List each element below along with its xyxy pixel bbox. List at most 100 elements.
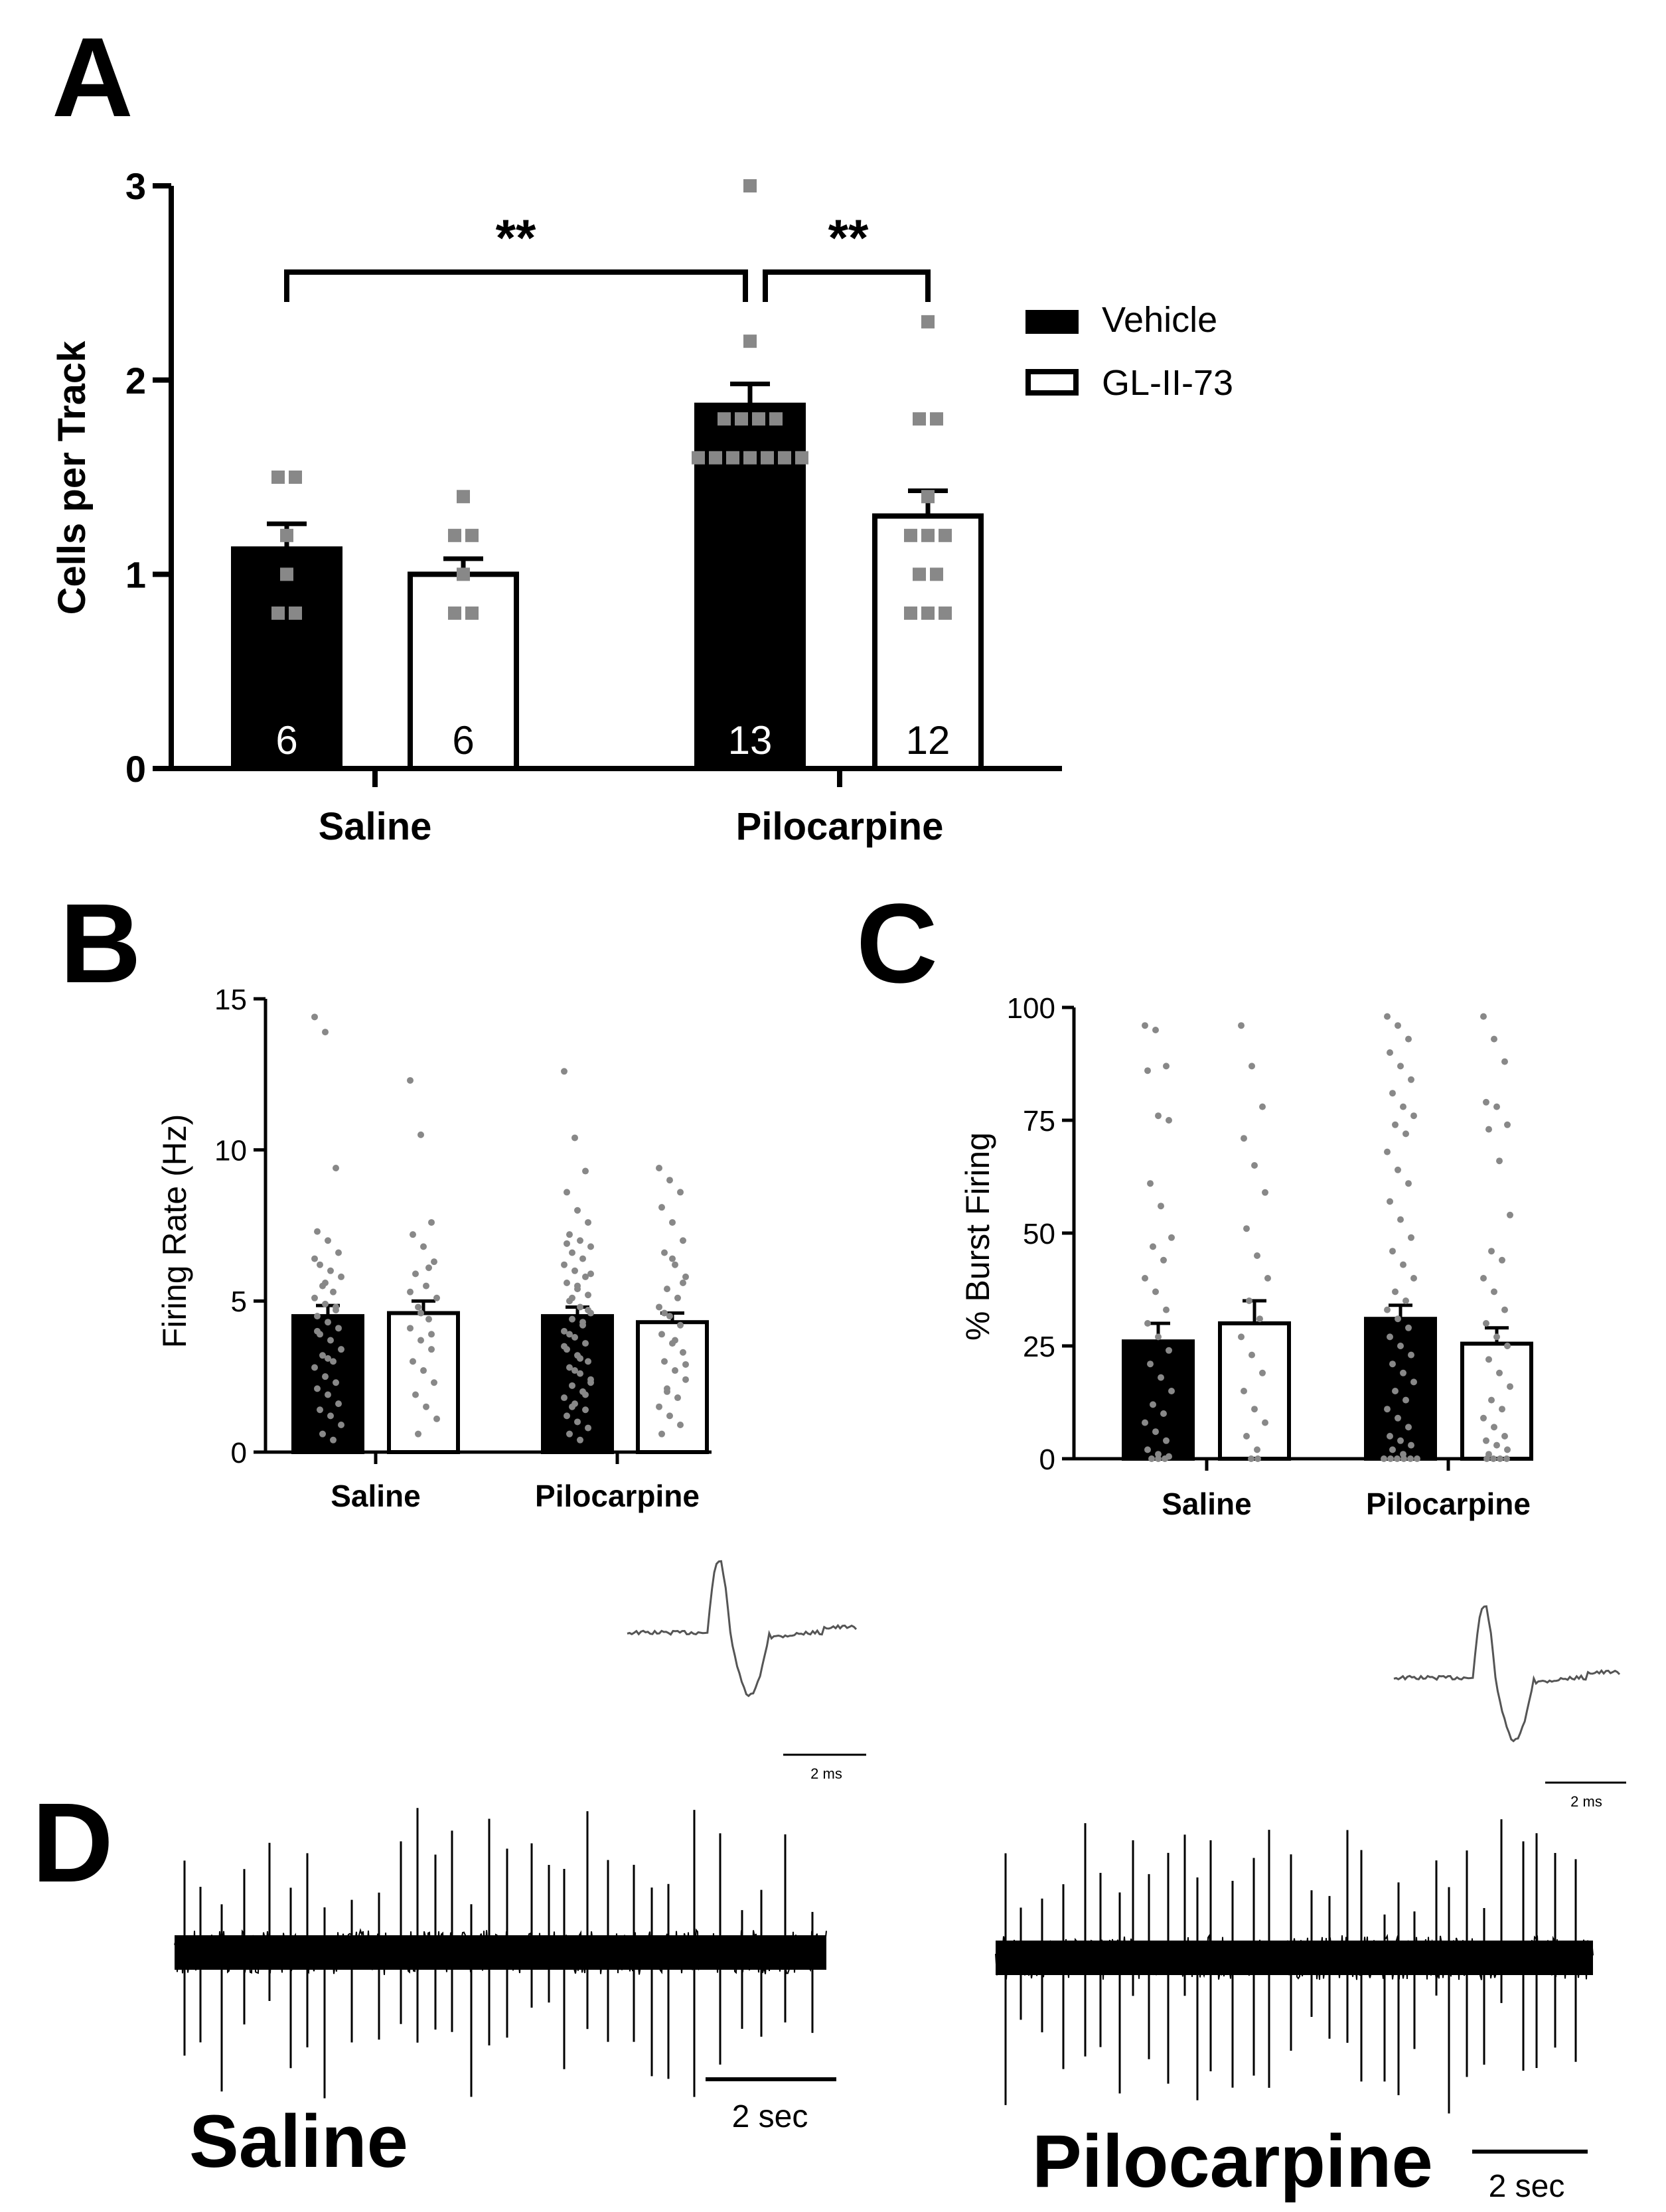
data-point — [585, 1291, 591, 1299]
data-point — [1264, 1275, 1271, 1282]
data-point — [1395, 1315, 1401, 1323]
data-point — [1397, 1437, 1404, 1444]
data-point — [574, 1418, 581, 1426]
data-point — [735, 412, 748, 426]
data-point — [327, 1267, 334, 1274]
data-point — [585, 1306, 591, 1313]
panel-b-chart: Firing Rate (Hz) 0 5 10 15 Saline Pilocarpi… — [156, 984, 712, 1513]
data-point — [407, 1325, 414, 1332]
data-point — [1410, 1112, 1417, 1120]
significance-stars-1: ** — [496, 208, 536, 267]
data-point — [1408, 1441, 1414, 1449]
data-point — [569, 1249, 575, 1256]
data-point — [1410, 1378, 1417, 1386]
data-point — [569, 1403, 575, 1410]
data-point — [412, 1270, 419, 1278]
data-point — [680, 1237, 686, 1244]
data-point — [1405, 1424, 1412, 1431]
y-tick-label: 100 — [1007, 992, 1055, 1025]
data-point — [1483, 1455, 1490, 1462]
data-point — [571, 1134, 578, 1142]
pilocarpine-time-scalebar-label: 2 sec — [1489, 2169, 1565, 2204]
data-point — [1142, 1022, 1148, 1029]
data-point — [271, 606, 285, 620]
data-point — [280, 528, 293, 542]
data-point — [327, 1412, 334, 1420]
data-point — [1501, 1306, 1508, 1313]
data-point — [674, 1294, 681, 1301]
data-point — [330, 1436, 337, 1443]
data-point — [564, 1280, 570, 1287]
legend-vehicle-label: Vehicle — [1102, 300, 1217, 340]
data-point — [417, 1309, 424, 1317]
y-tick-label: 5 — [231, 1286, 247, 1318]
data-point — [672, 1337, 678, 1344]
panel-b-y-axis-label: Firing Rate (Hz) — [156, 1114, 193, 1349]
data-point — [1155, 1333, 1162, 1341]
data-point — [1144, 1446, 1151, 1453]
data-point — [1488, 1248, 1495, 1255]
data-point — [778, 451, 791, 465]
data-point — [1408, 1351, 1414, 1359]
bar-saline-gl-ii-73 — [1218, 1321, 1291, 1461]
data-point — [1387, 1198, 1393, 1205]
data-point — [1389, 1446, 1396, 1453]
y-tick-label: 15 — [214, 984, 247, 1016]
data-point — [692, 451, 705, 465]
data-point — [322, 1300, 329, 1307]
data-point — [666, 1313, 673, 1320]
data-point — [1497, 1455, 1503, 1462]
data-point — [335, 1325, 342, 1332]
data-point — [1259, 1103, 1266, 1110]
data-point — [1408, 1234, 1414, 1241]
data-point — [904, 606, 917, 620]
pilocarpine-trace-label: Pilocarpine — [1032, 2120, 1433, 2203]
y-tick-label: 75 — [1023, 1105, 1055, 1138]
data-point — [939, 606, 952, 620]
data-point — [656, 1303, 662, 1311]
data-point — [1410, 1275, 1417, 1282]
data-point — [577, 1237, 583, 1244]
data-point — [1168, 1388, 1175, 1394]
data-point — [677, 1189, 684, 1196]
pilocarpine-spike-waveform-inset — [1393, 1605, 1621, 1743]
data-point — [1163, 1306, 1170, 1313]
data-point — [1414, 1455, 1420, 1462]
data-point — [1402, 1297, 1409, 1304]
data-point — [338, 1422, 344, 1429]
data-point — [465, 606, 479, 620]
panel-b-category-saline: Saline — [331, 1479, 421, 1513]
data-point — [1400, 1261, 1406, 1268]
data-point — [1168, 1234, 1175, 1241]
data-point — [577, 1436, 583, 1443]
data-point — [1480, 1275, 1487, 1282]
bar-pilocarpine-gl-ii-73 — [1460, 1341, 1533, 1461]
data-point — [680, 1349, 686, 1356]
data-point — [1241, 1135, 1247, 1142]
saline-trace-label: Saline — [189, 2100, 408, 2183]
data-point — [1384, 1406, 1391, 1413]
y-tick-label: 2 — [125, 360, 146, 402]
data-point — [1384, 1013, 1391, 1020]
data-point — [1499, 1406, 1505, 1413]
data-point — [271, 471, 285, 484]
data-point — [1493, 1333, 1500, 1341]
data-point — [1254, 1455, 1261, 1462]
data-point — [761, 451, 774, 465]
data-point — [743, 334, 757, 348]
data-point — [1405, 1180, 1412, 1187]
data-point — [1392, 1388, 1399, 1394]
y-tick-label: 50 — [1023, 1218, 1055, 1250]
data-point — [311, 1294, 318, 1301]
bar-pilocarpine-gl-ii-73 — [872, 513, 984, 771]
data-point — [658, 1430, 665, 1438]
bar-saline-gl-ii-73 — [387, 1311, 460, 1454]
data-point — [1150, 1401, 1156, 1408]
data-point — [311, 1013, 318, 1021]
data-point — [425, 1264, 432, 1272]
data-point — [1395, 1414, 1401, 1422]
data-point — [428, 1346, 435, 1353]
data-point — [1152, 1428, 1159, 1436]
legend-gl-swatch — [1025, 369, 1079, 396]
